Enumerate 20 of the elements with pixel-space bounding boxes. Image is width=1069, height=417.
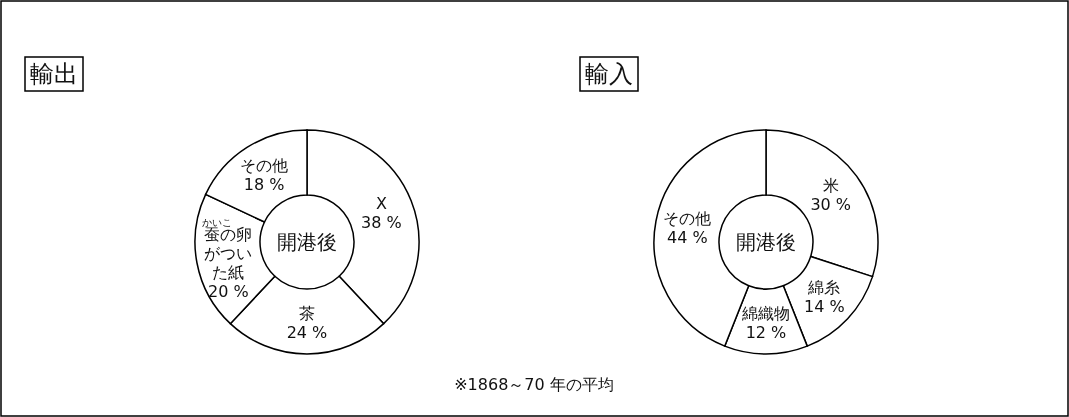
data-label: 14 % xyxy=(803,297,845,317)
data-label: 18 % xyxy=(243,174,285,194)
data-label: 30 % xyxy=(810,195,852,215)
data-label: 44 % xyxy=(667,227,708,247)
text: ※1868～70 年の平均 xyxy=(454,375,614,394)
text: 開港後 xyxy=(736,230,796,254)
text: 開港後 xyxy=(277,230,337,254)
slice-label: その他 xyxy=(663,208,712,228)
data-label: 24 % xyxy=(286,322,328,342)
data-label: 20 % xyxy=(208,282,249,302)
slice-label: 茶 xyxy=(299,303,315,323)
data-label: 38 % xyxy=(361,213,402,233)
slice-label: X xyxy=(375,194,387,214)
data-label: 12 % xyxy=(745,322,787,342)
slice-label: 綿織物 xyxy=(741,303,790,323)
slice-label: その他 xyxy=(240,155,289,175)
slice-label: 綿糸 xyxy=(807,278,841,298)
chart-title: 輸出 xyxy=(30,60,78,88)
slice-label: 米 xyxy=(822,176,839,196)
chart-title: 輸入 xyxy=(585,60,633,88)
